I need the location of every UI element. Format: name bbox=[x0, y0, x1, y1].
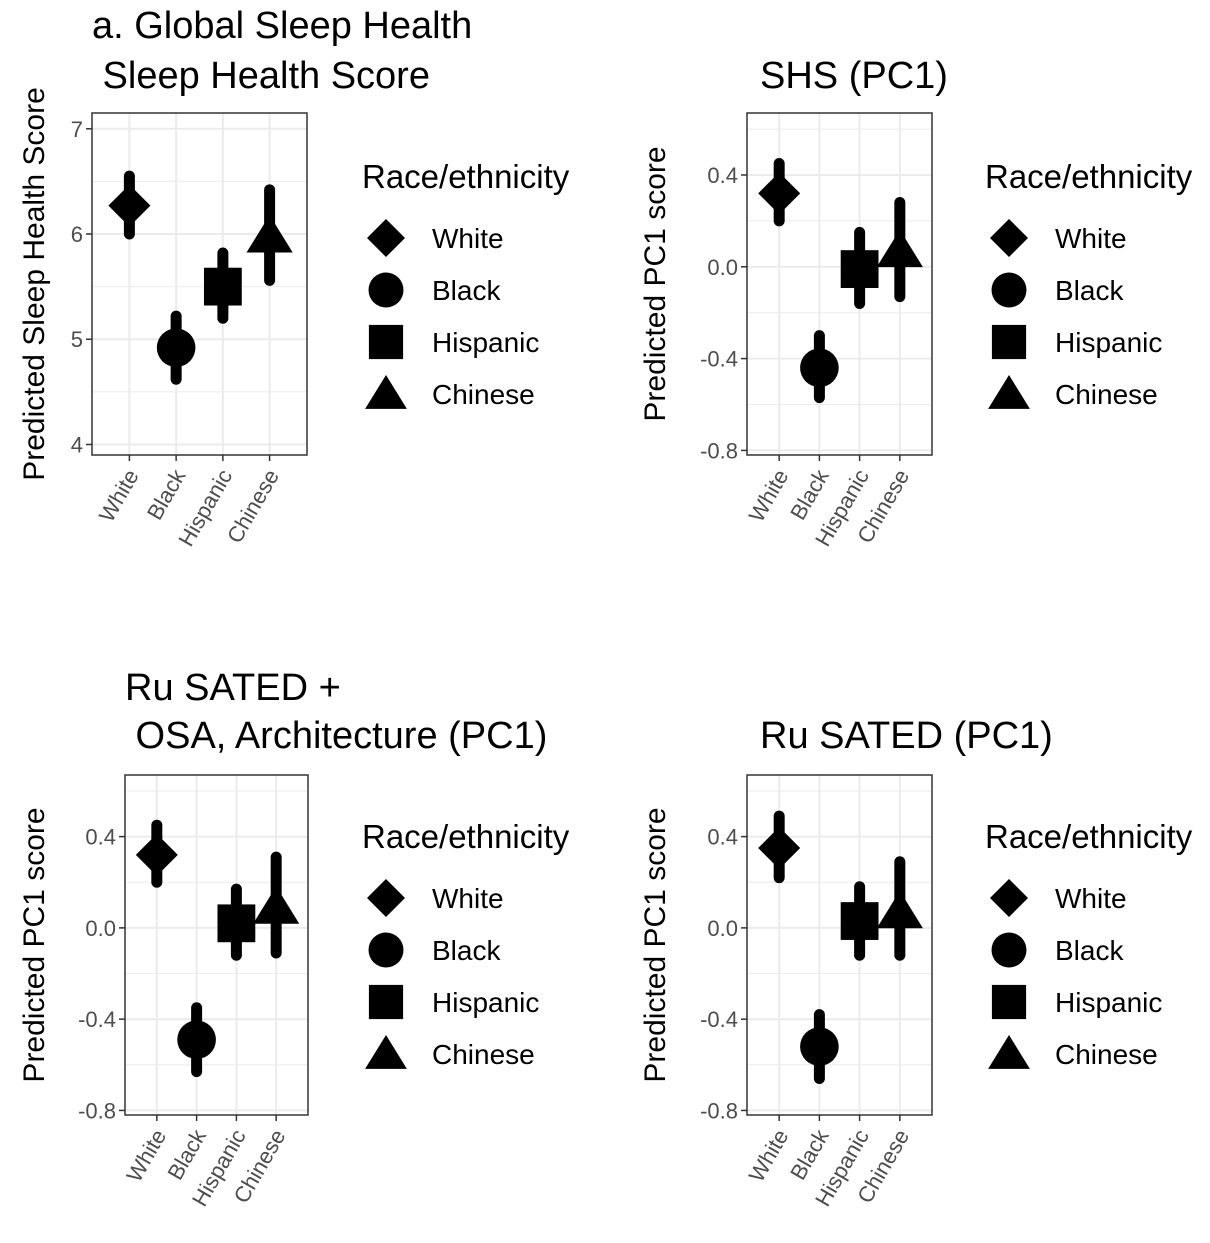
legend-key-hispanic bbox=[991, 324, 1027, 360]
legend-label-hispanic: Hispanic bbox=[1055, 327, 1162, 358]
y-axis-label: Predicted PC1 score bbox=[639, 146, 672, 421]
legend-title: Race/ethnicity bbox=[362, 158, 570, 195]
legend-title: Race/ethnicity bbox=[985, 158, 1193, 195]
legend-key-white bbox=[990, 879, 1028, 917]
point-black bbox=[800, 1027, 839, 1066]
point-black bbox=[800, 348, 839, 388]
legend-label-chinese: Chinese bbox=[1055, 1039, 1158, 1070]
chart-panel-1: a. Global Sleep Health Sleep Health Scor… bbox=[18, 5, 570, 551]
point-hispanic bbox=[217, 904, 256, 943]
point-hispanic bbox=[203, 267, 242, 306]
x-tick-label-white: White bbox=[744, 465, 794, 526]
y-tick-label: 0.4 bbox=[707, 825, 738, 850]
chart-title-line: Ru SATED + bbox=[125, 667, 341, 709]
legend-label-hispanic: Hispanic bbox=[1055, 987, 1162, 1018]
point-chinese bbox=[876, 890, 923, 929]
legend-label-black: Black bbox=[432, 275, 501, 306]
point-hispanic bbox=[840, 250, 879, 288]
legend-key-black bbox=[368, 272, 404, 308]
point-white bbox=[758, 827, 801, 870]
y-tick-label: 0.0 bbox=[707, 916, 738, 941]
y-axis-label: Predicted PC1 score bbox=[639, 807, 672, 1082]
point-white bbox=[135, 833, 178, 876]
y-tick-label: -0.8 bbox=[700, 438, 738, 463]
panel-border bbox=[746, 774, 933, 1116]
legend-label-hispanic: Hispanic bbox=[432, 987, 539, 1018]
chart-title-line: SHS (PC1) bbox=[760, 55, 948, 97]
legend-key-white bbox=[367, 219, 405, 257]
x-tick-label-black: Black bbox=[142, 464, 191, 524]
legend-label-white: White bbox=[432, 883, 504, 914]
chart-title-line: Sleep Health Score bbox=[92, 55, 430, 97]
legend-key-chinese bbox=[365, 1035, 407, 1069]
legend: Race/ethnicity White Black Hispanic Chinese bbox=[985, 818, 1193, 1070]
point-chinese bbox=[876, 229, 923, 268]
legend-key-hispanic bbox=[991, 984, 1027, 1020]
legend-label-hispanic: Hispanic bbox=[432, 327, 539, 358]
y-tick-label: 5 bbox=[71, 327, 83, 352]
y-tick-label: 0.0 bbox=[707, 255, 738, 280]
legend-label-chinese: Chinese bbox=[1055, 379, 1158, 410]
point-chinese bbox=[253, 886, 300, 924]
legend-key-chinese bbox=[988, 1035, 1030, 1069]
point-white bbox=[758, 172, 801, 215]
point-white bbox=[108, 184, 151, 227]
x-tick-label-white: White bbox=[94, 465, 144, 526]
legend-key-black bbox=[368, 932, 404, 968]
chart-title-line: OSA, Architecture (PC1) bbox=[125, 715, 547, 757]
y-tick-label: 4 bbox=[71, 432, 83, 457]
legend: Race/ethnicity White Black Hispanic Chinese bbox=[985, 158, 1193, 410]
point-hispanic bbox=[840, 902, 879, 940]
legend-label-chinese: Chinese bbox=[432, 379, 535, 410]
y-axis-label: Predicted PC1 score bbox=[18, 807, 51, 1082]
legend-key-chinese bbox=[988, 375, 1030, 409]
y-tick-label: 0.4 bbox=[85, 825, 116, 850]
x-tick-label-white: White bbox=[121, 1125, 171, 1186]
panel-border bbox=[746, 112, 933, 456]
legend-label-white: White bbox=[1055, 223, 1127, 254]
chart-panel-4: Ru SATED (PC1) -0.8 -0.4 0.0 0.4 White Black Hi… bbox=[639, 715, 1193, 1211]
legend-label-white: White bbox=[432, 223, 504, 254]
legend-label-black: Black bbox=[1055, 935, 1124, 966]
legend-key-chinese bbox=[365, 375, 407, 409]
y-tick-label: 0.4 bbox=[707, 163, 738, 188]
legend-label-chinese: Chinese bbox=[432, 1039, 535, 1070]
chart-panel-2: SHS (PC1) -0.8 -0.4 0.0 0.4 White Black Hispani… bbox=[639, 55, 1193, 551]
legend-key-hispanic bbox=[368, 324, 404, 360]
legend-key-white bbox=[367, 879, 405, 917]
y-tick-label: 0.0 bbox=[85, 916, 116, 941]
panel-border bbox=[124, 774, 309, 1116]
point-black bbox=[156, 328, 196, 367]
point-black bbox=[177, 1020, 216, 1060]
chart-title-line: a. Global Sleep Health bbox=[92, 5, 472, 47]
y-axis-label: Predicted Sleep Health Score bbox=[18, 87, 51, 481]
chart-panel-3: Ru SATED + OSA, Architecture (PC1) -0.8 -0… bbox=[18, 667, 570, 1211]
legend-label-white: White bbox=[1055, 883, 1127, 914]
point-chinese bbox=[246, 215, 293, 253]
legend-key-black bbox=[991, 932, 1027, 968]
legend-title: Race/ethnicity bbox=[362, 818, 570, 855]
y-tick-label: 6 bbox=[71, 222, 83, 247]
plot-panel bbox=[92, 113, 307, 455]
x-tick-label-white: White bbox=[744, 1125, 794, 1186]
legend-key-white bbox=[990, 219, 1028, 257]
y-tick-label: -0.4 bbox=[700, 1007, 738, 1032]
legend-label-black: Black bbox=[1055, 275, 1124, 306]
y-tick-label: -0.4 bbox=[78, 1007, 116, 1032]
chart-title-line: Ru SATED (PC1) bbox=[760, 715, 1053, 757]
y-tick-label: -0.8 bbox=[700, 1098, 738, 1123]
panel-border bbox=[91, 112, 308, 456]
legend-key-hispanic bbox=[368, 984, 404, 1020]
legend-title: Race/ethnicity bbox=[985, 818, 1193, 855]
y-tick-label: -0.4 bbox=[700, 347, 738, 372]
legend-key-black bbox=[991, 272, 1027, 308]
legend-label-black: Black bbox=[432, 935, 501, 966]
y-tick-label: 7 bbox=[71, 117, 83, 142]
y-tick-label: -0.8 bbox=[78, 1098, 116, 1123]
legend: Race/ethnicity White Black Hispanic Chinese bbox=[362, 158, 570, 410]
legend: Race/ethnicity White Black Hispanic Chinese bbox=[362, 818, 570, 1070]
